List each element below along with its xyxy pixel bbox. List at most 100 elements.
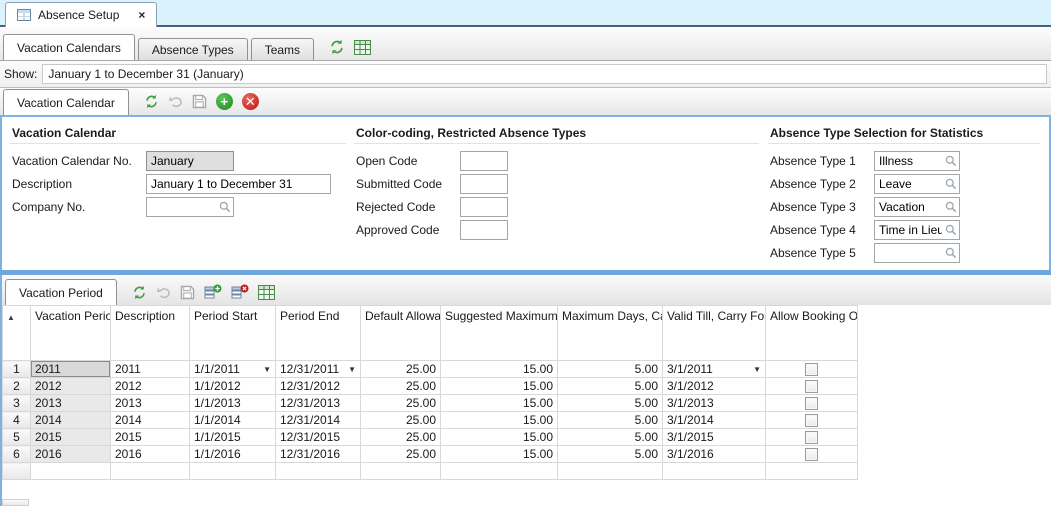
cell-period-start[interactable]: 1/1/2016 [189, 445, 276, 463]
row-number[interactable]: 1 [2, 360, 31, 378]
col-header-valid-till-carry-forward[interactable]: Valid Till, Carry Forward [662, 305, 766, 361]
row-number[interactable]: 6 [2, 445, 31, 463]
allow-booking-checkbox[interactable] [805, 396, 818, 410]
absence-type-3-field[interactable] [874, 196, 960, 217]
col-header-period-end[interactable]: Period End [275, 305, 361, 361]
row-number[interactable]: 3 [2, 394, 31, 412]
cell-max-carry[interactable]: 5.00 [557, 428, 663, 446]
refresh-icon[interactable] [144, 94, 159, 109]
sort-header[interactable]: ▲ [2, 305, 31, 361]
col-header-period-start[interactable]: Period Start [189, 305, 276, 361]
cell-suggested-max[interactable]: 15.00 [440, 411, 558, 429]
undo-icon[interactable] [168, 94, 183, 109]
tab-absence-types[interactable]: Absence Types [137, 38, 248, 60]
delete-icon[interactable]: ✕ [241, 93, 259, 110]
refresh-icon[interactable] [132, 285, 147, 300]
show-filter-field[interactable]: January 1 to December 31 (January) [42, 64, 1047, 84]
row-number[interactable]: 2 [2, 377, 31, 395]
allow-booking-checkbox[interactable] [805, 362, 818, 376]
cell-period-start[interactable]: 1/1/2013 [189, 394, 276, 412]
cell-period-no[interactable]: 2015 [30, 428, 111, 446]
close-icon[interactable]: × [138, 8, 146, 22]
col-header-allow-booking[interactable]: Allow Booking Over Period End [765, 305, 858, 361]
vacation-calendar-no-field[interactable] [146, 150, 234, 171]
cell-valid-till[interactable]: 3/1/2015 [662, 428, 766, 446]
cell-description[interactable]: 2016 [110, 445, 190, 463]
submitted-code-field[interactable] [460, 173, 508, 194]
cell-suggested-max[interactable]: 15.00 [440, 445, 558, 463]
cell-description[interactable]: 2014 [110, 411, 190, 429]
cell-period-no[interactable]: 2016 [30, 445, 111, 463]
table-row[interactable]: 6 2016 2016 1/1/2016 12/31/2016 25.00 15… [2, 445, 858, 463]
add-icon[interactable]: + [215, 93, 233, 110]
cell-suggested-max[interactable]: 15.00 [440, 360, 558, 378]
grid-view-icon[interactable] [257, 284, 275, 300]
tab-vacation-calendars[interactable]: Vacation Calendars [3, 34, 135, 60]
absence-type-5-field[interactable] [874, 242, 960, 263]
table-row[interactable]: 1 2011 2011 1/1/2011 ▼ 12/31/2011 ▼ 25.00 … [2, 360, 858, 378]
cell-default-allowance[interactable]: 25.00 [360, 445, 441, 463]
allow-booking-checkbox[interactable] [805, 447, 818, 461]
absence-type-2-field[interactable] [874, 173, 960, 194]
grid-view-icon[interactable] [354, 39, 372, 55]
approved-code-field[interactable] [460, 219, 508, 240]
cell-valid-till[interactable]: 3/1/2013 [662, 394, 766, 412]
undo-icon[interactable] [156, 285, 171, 300]
tab-teams[interactable]: Teams [250, 38, 315, 60]
cell-period-no[interactable]: 2013 [30, 394, 111, 412]
dropdown-arrow-icon[interactable]: ▼ [263, 364, 271, 374]
cell-period-start[interactable]: 1/1/2012 [189, 377, 276, 395]
cell-default-allowance[interactable]: 25.00 [360, 394, 441, 412]
cell-description[interactable]: 2011 [110, 360, 190, 378]
cell-default-allowance[interactable]: 25.00 [360, 377, 441, 395]
cell-default-allowance[interactable]: 25.00 [360, 428, 441, 446]
allow-booking-checkbox[interactable] [805, 413, 818, 427]
allow-booking-checkbox[interactable] [805, 379, 818, 393]
table-row[interactable]: 2 2012 2012 1/1/2012 12/31/2012 25.00 15… [2, 377, 858, 395]
table-row-empty[interactable] [2, 462, 858, 480]
tab-absence-setup[interactable]: Absence Setup × [5, 2, 158, 27]
row-number[interactable]: 5 [2, 428, 31, 446]
cell-period-no[interactable]: 2012 [30, 377, 111, 395]
tab-vacation-calendar[interactable]: Vacation Calendar [3, 89, 129, 115]
cell-period-end[interactable]: 12/31/2013 [275, 394, 361, 412]
cell-suggested-max[interactable]: 15.00 [440, 377, 558, 395]
cell-period-end[interactable]: 12/31/2015 [275, 428, 361, 446]
rejected-code-field[interactable] [460, 196, 508, 217]
cell-max-carry[interactable]: 5.00 [557, 411, 663, 429]
cell-description[interactable]: 2012 [110, 377, 190, 395]
cell-period-end[interactable]: 12/31/2016 [275, 445, 361, 463]
cell-suggested-max[interactable]: 15.00 [440, 394, 558, 412]
table-row[interactable]: 3 2013 2013 1/1/2013 12/31/2013 25.00 15… [2, 394, 858, 412]
cell-valid-till[interactable]: 3/1/2016 [662, 445, 766, 463]
save-icon[interactable] [192, 94, 207, 109]
cell-default-allowance[interactable]: 25.00 [360, 411, 441, 429]
cell-suggested-max[interactable]: 15.00 [440, 428, 558, 446]
cell-period-end[interactable]: 12/31/2011 ▼ [275, 360, 361, 378]
cell-valid-till[interactable]: 3/1/2014 [662, 411, 766, 429]
row-number[interactable]: 4 [2, 411, 31, 429]
cell-max-carry[interactable]: 5.00 [557, 445, 663, 463]
delete-row-icon[interactable] [231, 284, 249, 300]
table-row[interactable]: 4 2014 2014 1/1/2014 12/31/2014 25.00 15… [2, 411, 858, 429]
absence-type-1-field[interactable] [874, 150, 960, 171]
allow-booking-checkbox[interactable] [805, 430, 818, 444]
tab-vacation-period[interactable]: Vacation Period [5, 279, 117, 305]
description-field[interactable] [146, 173, 331, 194]
cell-period-start[interactable]: 1/1/2015 [189, 428, 276, 446]
cell-period-end[interactable]: 12/31/2014 [275, 411, 361, 429]
cell-period-end[interactable]: 12/31/2012 [275, 377, 361, 395]
cell-max-carry[interactable]: 5.00 [557, 360, 663, 378]
col-header-vacation-period-no[interactable]: Vacation Period No. [30, 305, 111, 361]
col-header-default-allowance[interactable]: Default Allowance [360, 305, 441, 361]
cell-period-start[interactable]: 1/1/2014 [189, 411, 276, 429]
dropdown-arrow-icon[interactable]: ▼ [753, 364, 761, 374]
col-header-description[interactable]: Description [110, 305, 190, 361]
col-header-max-days-carry-forward[interactable]: Maximum Days, Carry Forward [557, 305, 663, 361]
add-row-icon[interactable] [204, 284, 222, 300]
save-icon[interactable] [180, 285, 195, 300]
open-code-field[interactable] [460, 150, 508, 171]
dropdown-arrow-icon[interactable]: ▼ [348, 364, 356, 374]
cell-period-no[interactable]: 2014 [30, 411, 111, 429]
col-header-suggested-max-days[interactable]: Suggested Maximum Days for Absence Booki… [440, 305, 558, 361]
